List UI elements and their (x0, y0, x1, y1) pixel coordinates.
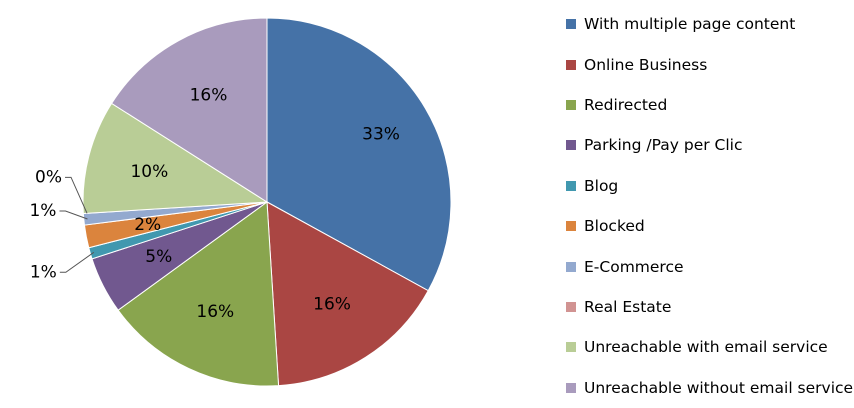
legend-label: Redirected (584, 95, 668, 114)
legend-item-parking-pay-per-clic: Parking /Pay per Clic (566, 125, 853, 165)
legend-label: Online Business (584, 55, 708, 74)
legend-item-e-commerce: E-Commerce (566, 246, 853, 286)
legend-swatch (566, 301, 576, 312)
pie-slice-unreachable-with-email-service (82, 102, 269, 215)
legend-label: With multiple page content (584, 15, 796, 34)
legend-item-blog: Blog (566, 166, 853, 206)
legend-item-real-estate: Real Estate (566, 287, 853, 327)
data-label-with-multiple-page-content: 33% (362, 125, 400, 145)
legend-label: Parking /Pay per Clic (584, 136, 743, 155)
legend-label: E-Commerce (584, 257, 684, 276)
data-label-unreachable-with-email-service: 10% (130, 162, 168, 182)
data-label-redirected: 16% (196, 302, 234, 322)
legend-item-with-multiple-page-content: With multiple page content (566, 4, 853, 44)
legend-swatch (566, 140, 576, 151)
leader-line-blog (59, 251, 95, 273)
data-label-parking-pay-per-clic: 5% (145, 247, 172, 267)
legend-item-unreachable-with-email-service: Unreachable with email service (566, 327, 853, 367)
leader-line-e-commerce (59, 210, 88, 220)
pie-slice-with-multiple-page-content (266, 17, 452, 292)
pie-chart: 33% 16% 16% 5% 1% 2% 1% 0% 10% 16% (29, 17, 452, 386)
data-label-blocked: 2% (134, 215, 161, 235)
legend-swatch (566, 59, 576, 70)
legend-label: Blog (584, 176, 619, 195)
legend-label: Blocked (584, 217, 645, 236)
data-label-unreachable-without-email-service: 16% (190, 86, 228, 106)
legend-swatch (566, 19, 576, 30)
data-label-e-commerce: 1% (29, 201, 56, 221)
legend-swatch (566, 342, 576, 353)
legend-label: Unreachable without email service (584, 378, 854, 397)
legend-item-redirected: Redirected (566, 85, 853, 125)
data-label-online-business: 16% (313, 295, 351, 315)
legend-swatch (566, 261, 576, 272)
data-label-real-estate: 0% (35, 167, 62, 187)
legend-label: Real Estate (584, 297, 672, 316)
legend-item-unreachable-without-email-service: Unreachable without email service (566, 368, 853, 408)
pie-slice-online-business (266, 201, 429, 386)
legend-swatch (566, 99, 576, 110)
leader-line-real-estate (65, 176, 88, 214)
legend-label: Unreachable with email service (584, 338, 828, 357)
pie-slice-unreachable-without-email-service (110, 17, 268, 203)
legend-item-online-business: Online Business (566, 44, 853, 84)
legend-swatch (566, 382, 576, 393)
legend-swatch (566, 221, 576, 232)
legend-item-blocked: Blocked (566, 206, 853, 246)
legend-swatch (566, 180, 576, 191)
data-label-blog: 1% (30, 262, 57, 282)
chart-legend: With multiple page content Online Busines… (566, 4, 853, 408)
